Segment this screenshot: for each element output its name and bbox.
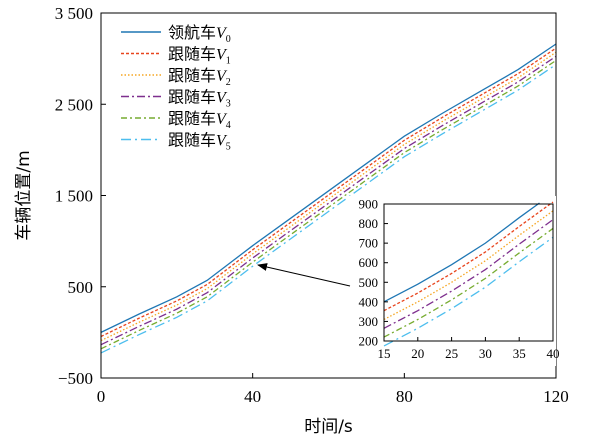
inset-y-tick-label-1: 300 [359, 314, 379, 329]
legend-label-4: 跟随车V4 [168, 109, 231, 131]
inset-y-ticks: 200 300 400 500 600 700 800 900 [359, 197, 388, 349]
y-tick-label-3: 2 500 [55, 95, 93, 114]
legend-label-5: 跟随车V5 [168, 131, 231, 153]
legend-label-1: 跟随车V1 [168, 45, 231, 67]
inset-x-tick-label-1: 20 [411, 346, 424, 361]
inset-x-tick-label-5: 40 [547, 346, 560, 361]
y-tick-label-1: 500 [68, 278, 94, 297]
series-lines [100, 43, 557, 354]
inset-x-ticks: 15 20 25 30 35 40 [378, 337, 560, 361]
legend-label-0: 领航车V0 [168, 23, 231, 45]
inset-y-tick-label-0: 200 [359, 334, 379, 349]
series-line-5 [100, 64, 557, 354]
inset-series-line-0 [383, 202, 540, 303]
series-line-3 [100, 55, 557, 346]
inset-series-lines [383, 201, 554, 347]
inset-series-line-4 [383, 227, 554, 338]
y-tick-label-2: 1 500 [55, 187, 93, 206]
inset-y-tick-label-3: 500 [359, 275, 379, 290]
inset-series-line-3 [383, 219, 554, 329]
inset-frame [383, 203, 554, 342]
inset-x-tick-label-0: 15 [378, 346, 391, 361]
x-axis-ticks: 0 40 80 120 [97, 373, 569, 406]
inset-series-line-1 [383, 201, 554, 312]
inset-x-tick-label-2: 25 [445, 346, 458, 361]
x-tick-label-2: 80 [396, 387, 413, 406]
x-tick-label-3: 120 [543, 387, 569, 406]
series-line-1 [100, 47, 557, 338]
x-axis-title: 时间/s [304, 417, 353, 437]
inset-x-tick-label-3: 30 [479, 346, 492, 361]
x-tick-label-1: 40 [244, 387, 261, 406]
zoom-arrow [257, 263, 351, 287]
inset-y-tick-label-6: 800 [359, 216, 379, 231]
y-tick-label-4: 3 500 [55, 4, 93, 23]
series-line-0 [100, 43, 557, 333]
legend-label-3: 跟随车V3 [168, 88, 231, 110]
inset-y-tick-label-7: 900 [359, 197, 379, 212]
series-line-4 [100, 59, 557, 350]
legend-label-2: 跟随车V2 [168, 66, 231, 88]
x-tick-label-0: 0 [97, 387, 106, 406]
inset-y-tick-label-5: 700 [359, 236, 379, 251]
y-axis-ticks: −500 500 1 500 2 500 3 500 [55, 4, 106, 388]
inset-y-tick-label-4: 600 [359, 255, 379, 270]
y-tick-label-0: −500 [58, 369, 93, 388]
inset-series-line-5 [383, 236, 554, 347]
y-axis-title: 车辆位置/m [14, 150, 34, 240]
inset-y-tick-label-2: 400 [359, 294, 379, 309]
inset-x-tick-label-4: 35 [513, 346, 526, 361]
